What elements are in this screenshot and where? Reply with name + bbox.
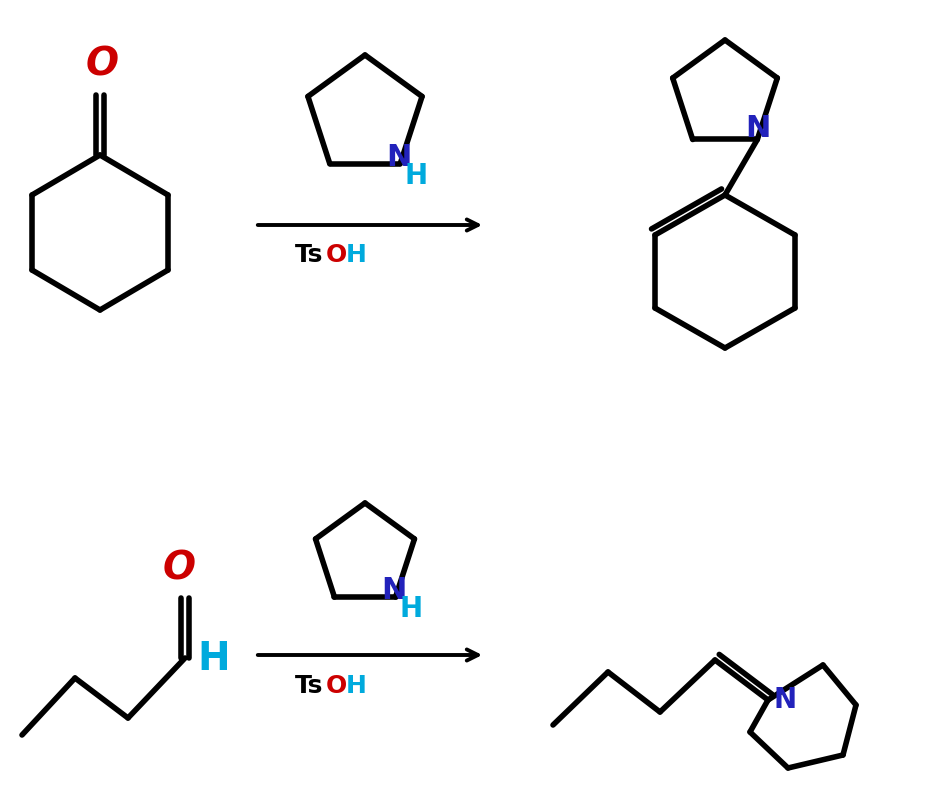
Text: N: N: [745, 115, 770, 143]
Text: H: H: [346, 674, 367, 698]
Text: O: O: [86, 45, 119, 83]
Text: H: H: [346, 243, 367, 267]
Text: N: N: [387, 143, 412, 172]
Text: H: H: [400, 595, 422, 623]
Text: N: N: [773, 686, 796, 714]
Text: N: N: [382, 576, 407, 605]
Text: O: O: [326, 674, 347, 698]
Text: O: O: [163, 550, 196, 588]
Text: O: O: [326, 243, 347, 267]
Text: Ts: Ts: [295, 243, 323, 267]
Text: Ts: Ts: [295, 674, 323, 698]
Text: H: H: [405, 162, 427, 189]
Text: H: H: [197, 640, 230, 678]
